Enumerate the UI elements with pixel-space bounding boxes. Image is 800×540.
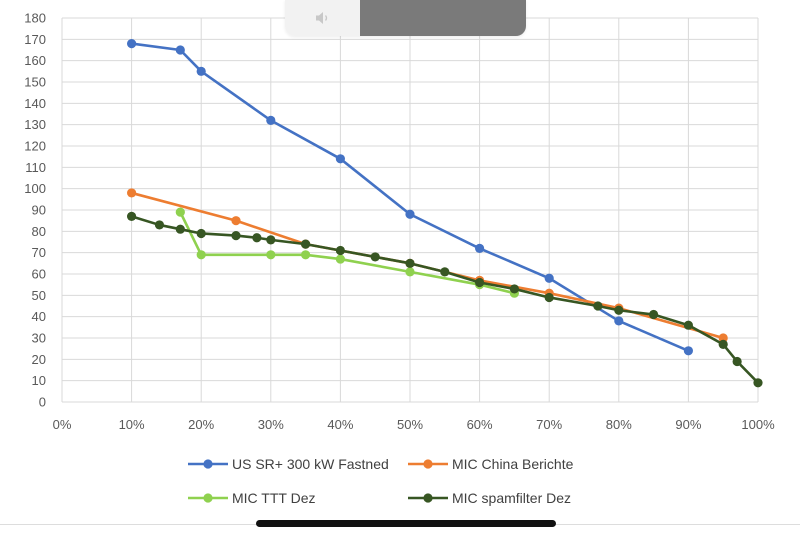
data-point bbox=[649, 309, 659, 320]
y-tick-label: 70 bbox=[32, 245, 46, 260]
data-point bbox=[335, 154, 345, 164]
legend-label: MIC China Berichte bbox=[452, 456, 574, 472]
data-point bbox=[175, 45, 185, 55]
y-axis: 0 10 20 30 40 50 60 70 80 90 100 110 120 130 140 150 160… bbox=[24, 11, 46, 410]
data-point bbox=[405, 209, 415, 219]
plot-area bbox=[127, 39, 763, 388]
x-tick-label: 0% bbox=[53, 417, 72, 432]
data-point bbox=[231, 231, 241, 241]
volume-level-track bbox=[360, 0, 526, 36]
data-point bbox=[475, 277, 485, 288]
data-point bbox=[231, 216, 241, 226]
series-line bbox=[131, 215, 759, 384]
x-tick-label: 10% bbox=[119, 417, 145, 432]
data-point bbox=[753, 378, 763, 388]
x-tick-label: 30% bbox=[258, 417, 284, 432]
x-tick-label: 60% bbox=[467, 417, 493, 432]
legend-swatch-marker bbox=[423, 493, 433, 503]
y-tick-label: 180 bbox=[24, 11, 46, 26]
data-point bbox=[614, 316, 624, 326]
data-point bbox=[127, 211, 137, 221]
legend: US SR+ 300 kW Fastned MIC China Berichte M… bbox=[188, 456, 574, 506]
data-point bbox=[127, 188, 137, 198]
legend-swatch-marker bbox=[203, 459, 213, 469]
y-tick-label: 40 bbox=[32, 309, 46, 324]
data-point bbox=[509, 284, 519, 294]
data-point bbox=[154, 220, 165, 230]
data-point bbox=[405, 267, 415, 277]
y-tick-label: 80 bbox=[32, 224, 46, 239]
data-point bbox=[335, 254, 345, 264]
legend-swatch-marker bbox=[423, 459, 433, 469]
data-point bbox=[593, 301, 603, 311]
legend-item: MIC China Berichte bbox=[408, 456, 574, 472]
legend-label: US SR+ 300 kW Fastned bbox=[232, 456, 389, 472]
y-tick-label: 10 bbox=[32, 373, 46, 388]
volume-indicator bbox=[285, 0, 526, 36]
data-point bbox=[175, 224, 185, 234]
legend-item: MIC spamfilter Dez bbox=[408, 490, 571, 506]
x-axis: 0% 10% 20% 30% 40% 50% 60% 70% 80% 90% 100% bbox=[53, 417, 775, 432]
data-point bbox=[266, 115, 276, 125]
speaker-icon bbox=[285, 0, 360, 36]
y-tick-label: 140 bbox=[24, 96, 46, 111]
y-tick-label: 120 bbox=[24, 139, 46, 154]
legend-swatch-marker bbox=[203, 493, 213, 503]
data-point bbox=[266, 250, 276, 260]
x-tick-label: 20% bbox=[188, 417, 214, 432]
data-point bbox=[196, 66, 206, 76]
y-tick-label: 150 bbox=[24, 75, 46, 90]
legend-label: MIC TTT Dez bbox=[232, 490, 316, 506]
series-line bbox=[179, 211, 515, 295]
series-3 bbox=[127, 211, 763, 388]
data-point bbox=[252, 233, 262, 243]
data-point bbox=[614, 305, 624, 315]
y-tick-label: 30 bbox=[32, 331, 46, 346]
y-tick-label: 20 bbox=[32, 352, 46, 367]
data-point bbox=[718, 333, 728, 343]
data-point bbox=[405, 258, 415, 268]
data-point bbox=[196, 228, 206, 239]
y-tick-label: 160 bbox=[24, 53, 46, 68]
x-tick-label: 100% bbox=[741, 417, 775, 432]
data-point bbox=[475, 243, 485, 253]
legend-label: MIC spamfilter Dez bbox=[452, 490, 571, 506]
y-tick-label: 90 bbox=[32, 203, 46, 218]
x-tick-label: 90% bbox=[675, 417, 701, 432]
series-1 bbox=[127, 188, 728, 343]
x-tick-label: 70% bbox=[536, 417, 562, 432]
data-point bbox=[370, 252, 380, 262]
data-point bbox=[683, 320, 694, 330]
legend-item: MIC TTT Dez bbox=[188, 490, 316, 506]
x-tick-label: 50% bbox=[397, 417, 423, 432]
data-point bbox=[175, 207, 185, 217]
data-point bbox=[718, 339, 728, 349]
y-tick-label: 50 bbox=[32, 288, 46, 303]
data-point bbox=[544, 273, 554, 283]
y-tick-label: 0 bbox=[39, 395, 46, 410]
data-point bbox=[266, 235, 276, 245]
data-point bbox=[440, 267, 450, 277]
data-point bbox=[335, 245, 345, 256]
data-point bbox=[683, 346, 694, 356]
data-point bbox=[127, 39, 137, 49]
y-tick-label: 130 bbox=[24, 117, 46, 132]
x-tick-label: 80% bbox=[606, 417, 632, 432]
data-point bbox=[196, 250, 206, 260]
data-point bbox=[732, 356, 742, 367]
y-tick-label: 170 bbox=[24, 32, 46, 47]
data-point bbox=[301, 239, 311, 249]
y-tick-label: 100 bbox=[24, 181, 46, 196]
home-indicator[interactable] bbox=[256, 520, 556, 527]
y-tick-label: 60 bbox=[32, 267, 46, 282]
x-tick-label: 40% bbox=[327, 417, 353, 432]
data-point bbox=[544, 292, 554, 303]
legend-item: US SR+ 300 kW Fastned bbox=[188, 456, 389, 472]
data-point bbox=[301, 250, 311, 260]
y-tick-label: 110 bbox=[25, 160, 46, 175]
